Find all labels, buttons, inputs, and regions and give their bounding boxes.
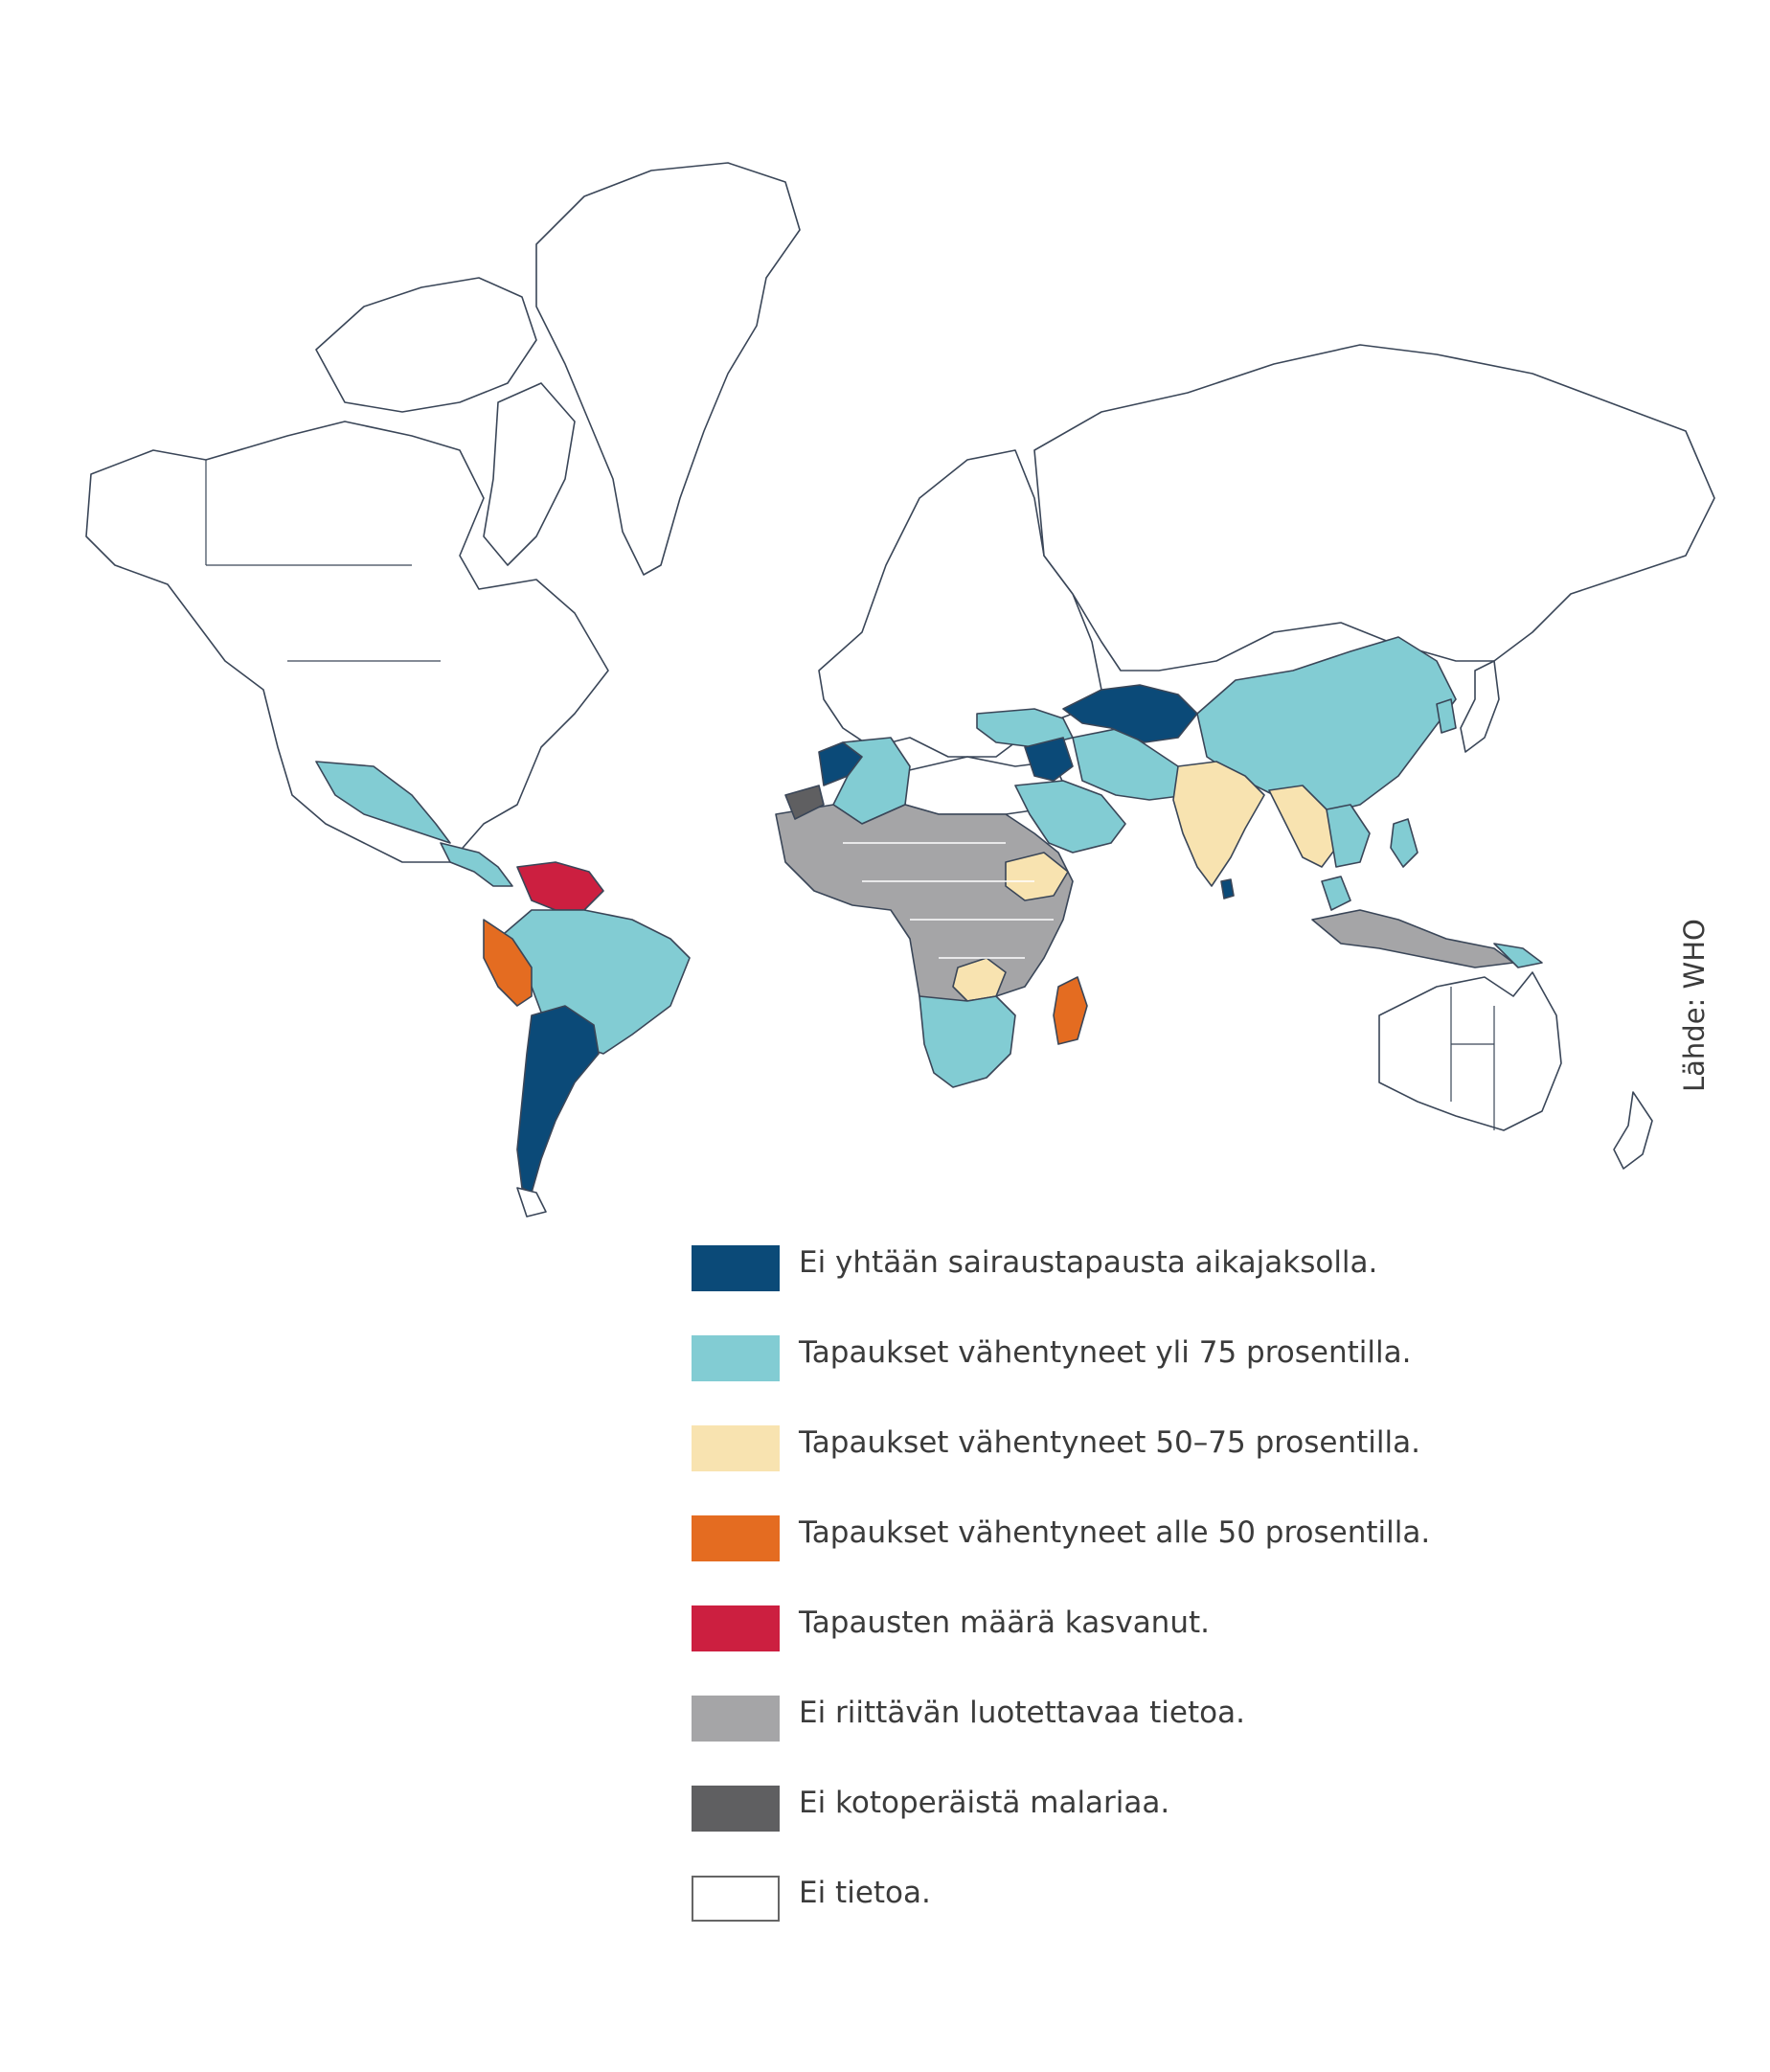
arabia: [1014, 780, 1126, 854]
latin-america: [315, 761, 691, 1218]
legend-swatch: [692, 1786, 780, 1832]
legend-item: Ei kotoperäistä malariaa.: [692, 1784, 1554, 1874]
legend-item: Ei tietoa.: [692, 1874, 1554, 1964]
north-america: [85, 421, 609, 863]
legend-label: Tapaukset vähentyneet alle 50 prosentill…: [799, 1515, 1431, 1550]
indonesia: [1311, 909, 1514, 968]
mexico: [315, 761, 451, 844]
syria-iraq: [1024, 737, 1074, 782]
legend-label: Ei riittävän luotettavaa tietoa.: [799, 1696, 1245, 1730]
central-asia: [1062, 684, 1198, 743]
uruguay-chile-south: [516, 1187, 547, 1218]
legend-label: Tapaukset vähentyneet 50–75 prosentilla.: [799, 1425, 1420, 1460]
western-sahara: [784, 785, 825, 820]
central-america: [440, 842, 513, 887]
legend-swatch: [692, 1335, 780, 1381]
legend-label: Tapausten määrä kasvanut.: [799, 1605, 1210, 1640]
world-map: [85, 162, 1715, 1218]
russia: [1033, 344, 1715, 672]
india: [1172, 761, 1265, 887]
venezuela: [516, 861, 604, 911]
sri-lanka: [1220, 878, 1235, 899]
asia: [976, 636, 1543, 968]
legend-swatch: [692, 1696, 780, 1742]
legend-label: Tapaukset vähentyneet yli 75 prosentilla…: [799, 1335, 1412, 1370]
argentina-paraguay: [516, 1005, 600, 1194]
madagascar: [1053, 976, 1088, 1045]
arctic-islands: [315, 277, 537, 413]
legend-label: Ei kotoperäistä malariaa.: [799, 1786, 1170, 1820]
japan: [1460, 660, 1500, 753]
africa-inner-borders: [843, 842, 1054, 959]
baffin-island: [483, 382, 576, 566]
australia-borders: [1450, 987, 1495, 1130]
legend-swatch: [692, 1515, 780, 1561]
papua-new-guinea: [1493, 943, 1543, 968]
na-borders: [205, 460, 441, 662]
ethiopia: [1005, 852, 1069, 901]
map-legend: Ei yhtään sairaustapausta aikajaksolla. T…: [692, 1243, 1554, 1964]
legend-swatch: [692, 1876, 780, 1922]
peru: [483, 919, 533, 1007]
legend-swatch: [692, 1605, 780, 1651]
southern-africa: [919, 995, 1016, 1088]
new-zealand: [1613, 1091, 1653, 1170]
legend-item: Tapaukset vähentyneet alle 50 prosentill…: [692, 1514, 1554, 1604]
legend-item: Ei riittävän luotettavaa tietoa.: [692, 1694, 1554, 1784]
africa: [775, 737, 1088, 1088]
source-credit: Lähde: WHO: [1678, 919, 1711, 1092]
legend-swatch: [692, 1425, 780, 1471]
landmasses-no-data: [85, 162, 1715, 1170]
legend-swatch: [692, 1245, 780, 1291]
legend-label: Ei tietoa.: [799, 1876, 931, 1910]
legend-item: Tapaukset vähentyneet yli 75 prosentilla…: [692, 1333, 1554, 1423]
philippines: [1390, 818, 1418, 868]
legend-item: Tapaukset vähentyneet 50–75 prosentilla.: [692, 1423, 1554, 1514]
indochina: [1326, 804, 1371, 868]
legend-item: Tapausten määrä kasvanut.: [692, 1604, 1554, 1694]
legend-item: Ei yhtään sairaustapausta aikajaksolla.: [692, 1243, 1554, 1333]
sub-saharan-africa: [775, 804, 1074, 1007]
korea: [1436, 698, 1457, 734]
greenland: [535, 162, 801, 576]
myanmar-southeast-asia: [1268, 785, 1337, 868]
legend-label: Ei yhtään sairaustapausta aikajaksolla.: [799, 1245, 1378, 1280]
australia: [1378, 971, 1562, 1131]
malaysia: [1321, 876, 1351, 911]
